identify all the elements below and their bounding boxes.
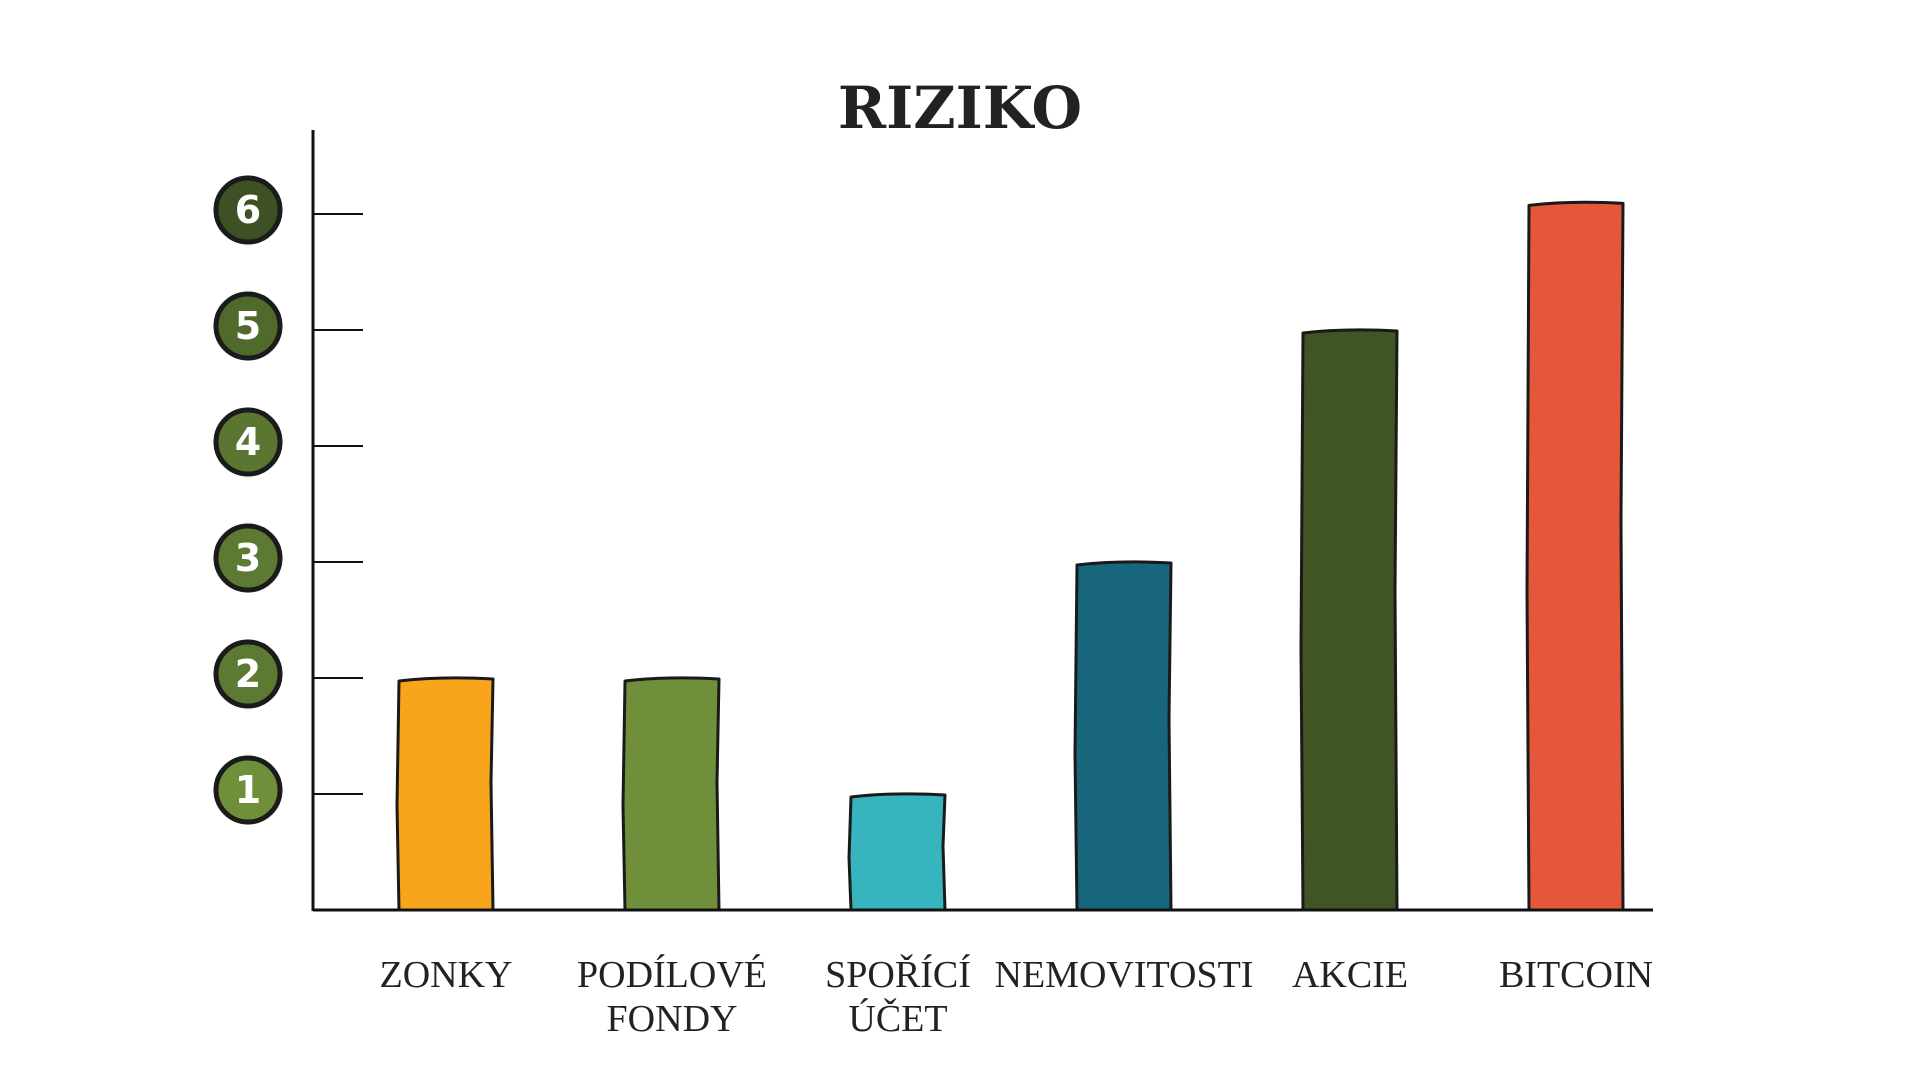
x-axis-labels: ZONKY PODÍLOVÉ FONDY SPOŘÍCÍ ÚČET NEMOVITOSTI… bbox=[380, 954, 1654, 1040]
x-category-label: SPOŘÍCÍ ÚČET bbox=[825, 954, 971, 1040]
x-category-label: BITCOIN bbox=[1499, 954, 1653, 996]
bar bbox=[1525, 200, 1625, 912]
y-tick-label: 1 bbox=[235, 768, 261, 812]
x-category-label: AKCIE bbox=[1292, 954, 1408, 996]
y-tick-badge bbox=[213, 175, 283, 245]
y-tick-label: 5 bbox=[235, 304, 261, 348]
y-tick-label: 3 bbox=[235, 536, 261, 580]
y-tick-label: 4 bbox=[235, 420, 261, 464]
bars bbox=[395, 200, 1625, 912]
y-tick-badge bbox=[213, 639, 283, 709]
y-tick-label: 6 bbox=[235, 188, 261, 232]
bar bbox=[1299, 328, 1399, 912]
y-tick-badge bbox=[213, 755, 283, 825]
chart-title: RIZIKO bbox=[838, 74, 1082, 142]
bar bbox=[1073, 560, 1173, 912]
y-axis-ticks: 1 2 3 4 5 6 bbox=[213, 175, 363, 825]
y-tick-label: 2 bbox=[235, 652, 261, 696]
y-tick-badge bbox=[213, 407, 283, 477]
x-category-label: NEMOVITOSTI bbox=[995, 954, 1254, 996]
y-tick-badge bbox=[213, 523, 283, 593]
x-category-label: ZONKY bbox=[380, 954, 513, 996]
y-tick-badge bbox=[213, 291, 283, 361]
x-category-label: PODÍLOVÉ FONDY bbox=[577, 954, 767, 1040]
bar bbox=[395, 676, 495, 912]
bar bbox=[621, 676, 721, 912]
bar bbox=[847, 792, 947, 912]
